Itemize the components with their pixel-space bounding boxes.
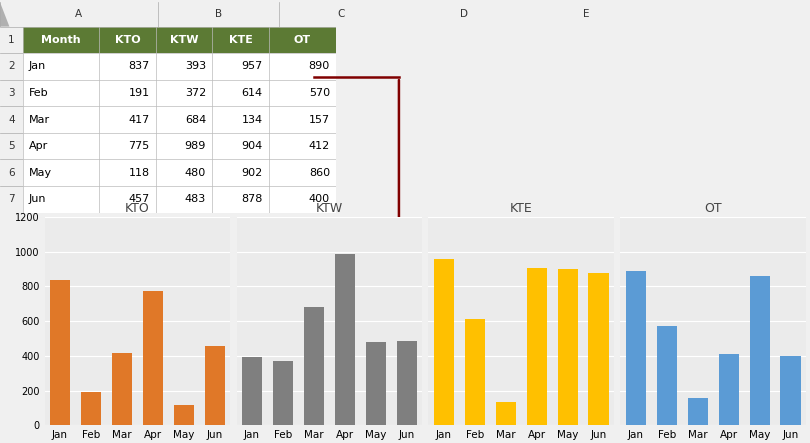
Text: 902: 902 — [241, 168, 262, 178]
Text: 483: 483 — [185, 194, 206, 204]
Bar — [335, 254, 355, 425]
Title: OT: OT — [705, 202, 722, 214]
Bar — [465, 319, 485, 425]
Bar — [23, 106, 336, 133]
Text: 2: 2 — [8, 62, 15, 71]
Bar — [781, 356, 800, 425]
Title: KTW: KTW — [316, 202, 343, 214]
Bar — [365, 342, 386, 425]
Text: 412: 412 — [309, 141, 330, 151]
Text: 1: 1 — [8, 35, 15, 45]
Bar — [657, 326, 677, 425]
Bar — [589, 273, 608, 425]
Text: 684: 684 — [185, 115, 206, 124]
Text: 372: 372 — [185, 88, 206, 98]
Text: 400: 400 — [309, 194, 330, 204]
Text: OT: OT — [294, 35, 311, 45]
Text: 878: 878 — [241, 194, 262, 204]
Text: 7: 7 — [8, 194, 15, 204]
Text: 775: 775 — [129, 141, 150, 151]
Text: Feb: Feb — [29, 88, 49, 98]
Bar — [304, 307, 324, 425]
Text: 957: 957 — [241, 62, 262, 71]
Title: KTO: KTO — [125, 202, 150, 214]
Text: 614: 614 — [241, 88, 262, 98]
Bar — [23, 27, 336, 53]
Text: Month: Month — [41, 35, 81, 45]
Text: 989: 989 — [185, 141, 206, 151]
Text: 157: 157 — [309, 115, 330, 124]
Text: 890: 890 — [309, 62, 330, 71]
Text: Apr: Apr — [29, 141, 49, 151]
Bar — [526, 268, 547, 425]
Bar — [23, 159, 336, 186]
Bar — [496, 402, 516, 425]
Text: KTO: KTO — [115, 35, 140, 45]
Bar — [273, 361, 293, 425]
Bar — [50, 280, 70, 425]
Text: May: May — [29, 168, 52, 178]
Bar — [718, 354, 739, 425]
Text: 480: 480 — [185, 168, 206, 178]
Text: A: A — [75, 9, 83, 19]
Bar — [23, 53, 336, 80]
Bar — [23, 133, 336, 159]
Text: 5: 5 — [8, 141, 15, 151]
Text: Mar: Mar — [29, 115, 50, 124]
Bar — [434, 259, 454, 425]
Polygon shape — [0, 2, 10, 27]
Bar — [112, 353, 132, 425]
Bar — [205, 346, 224, 425]
Text: 457: 457 — [129, 194, 150, 204]
Bar — [626, 271, 646, 425]
Bar — [81, 392, 101, 425]
Bar — [173, 405, 194, 425]
Text: B: B — [215, 9, 222, 19]
Text: KTW: KTW — [170, 35, 198, 45]
Text: C: C — [338, 9, 345, 19]
Text: 4: 4 — [8, 115, 15, 124]
Text: 860: 860 — [309, 168, 330, 178]
Title: KTE: KTE — [509, 202, 533, 214]
Text: 134: 134 — [241, 115, 262, 124]
Bar — [242, 357, 262, 425]
Text: 3: 3 — [8, 88, 15, 98]
Text: 118: 118 — [129, 168, 150, 178]
Bar — [688, 398, 708, 425]
Bar — [23, 80, 336, 106]
Text: D: D — [460, 9, 468, 19]
Bar — [557, 269, 578, 425]
Bar — [23, 186, 336, 213]
Text: 570: 570 — [309, 88, 330, 98]
Bar — [143, 291, 163, 425]
Text: Jan: Jan — [29, 62, 46, 71]
Text: 191: 191 — [129, 88, 150, 98]
Text: Jun: Jun — [29, 194, 46, 204]
Text: E: E — [583, 9, 590, 19]
Bar — [749, 276, 769, 425]
Text: 904: 904 — [241, 141, 262, 151]
Bar — [397, 342, 416, 425]
Text: 837: 837 — [129, 62, 150, 71]
Text: 393: 393 — [185, 62, 206, 71]
Text: 417: 417 — [129, 115, 150, 124]
Text: KTE: KTE — [228, 35, 253, 45]
Text: 6: 6 — [8, 168, 15, 178]
